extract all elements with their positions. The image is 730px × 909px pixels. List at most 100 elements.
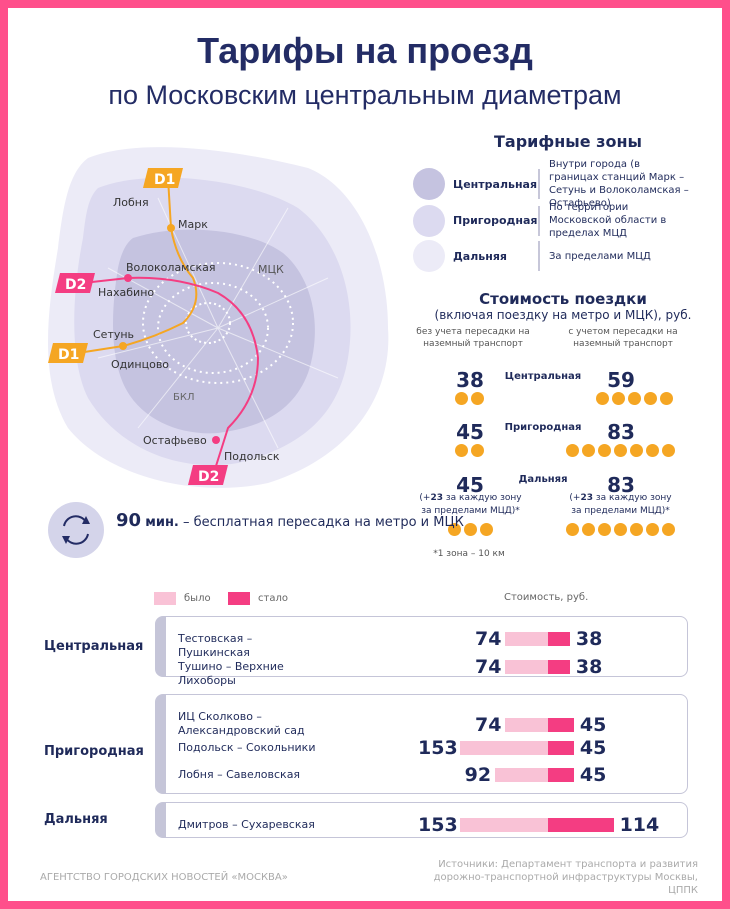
- zone-suburban-swatch: [413, 204, 445, 237]
- agency-credit: АГЕНТСТВО ГОРОДСКИХ НОВОСТЕЙ «МОСКВА»: [40, 872, 288, 883]
- refresh-arc-top: [63, 515, 87, 527]
- zone-far: Дальняя За пределами МЦД: [413, 240, 689, 272]
- route-name: ИЦ Сколково – Александровский сад: [178, 710, 305, 737]
- coin-icon: [582, 523, 595, 536]
- coin-icon: [646, 523, 659, 536]
- bar-new: [548, 768, 574, 782]
- map-label: Лобня: [113, 196, 149, 209]
- bar-new: [548, 818, 614, 832]
- legend-now: стало: [228, 592, 288, 605]
- dots-far-right: [566, 523, 675, 536]
- station-dot: [212, 436, 220, 444]
- mcd-map: Лобня Марк Волоколамская Нахабино МЦК Се…: [48, 147, 389, 488]
- d1-line: [77, 177, 198, 354]
- price-central-right: 59: [607, 368, 635, 392]
- bar-new: [548, 660, 570, 674]
- new-value: 38: [575, 656, 603, 678]
- price-suburban-left: 45: [456, 420, 484, 444]
- coin-icon: [644, 392, 657, 405]
- transfer-unit: мин.: [145, 515, 179, 530]
- dots-suburban-left: [455, 444, 484, 457]
- zone-central-swatch: [413, 168, 445, 200]
- new-value: 45: [579, 764, 607, 786]
- coin-icon: [455, 392, 468, 405]
- dots-suburban-right: [566, 444, 675, 457]
- zone-far-swatch: [413, 240, 445, 272]
- new-value: 38: [575, 628, 603, 650]
- old-value: 74: [474, 714, 502, 736]
- map-label: Одинцово: [111, 358, 169, 371]
- new-value: 114: [619, 814, 660, 836]
- map-label: Подольск: [224, 450, 280, 463]
- zone-label: Пригородная: [504, 422, 582, 433]
- d2-line: [82, 276, 260, 467]
- extra-suffix: за каждую зону за пределами МЦД)*: [421, 493, 522, 516]
- coin-icon: [614, 444, 627, 457]
- coin-icon: [582, 444, 595, 457]
- group-box-bar: [156, 695, 166, 793]
- bar-old: [495, 768, 548, 782]
- footnote: *1 зона – 10 км: [433, 549, 505, 559]
- coin-icon: [480, 523, 493, 536]
- bar-old: [505, 718, 548, 732]
- col-head-right: с учетом пересадки на наземный транспорт: [568, 327, 678, 349]
- coin-icon: [612, 392, 625, 405]
- coin-icon: [471, 444, 484, 457]
- zone-name: Пригородная: [453, 214, 538, 227]
- bkl-ring: [157, 282, 269, 374]
- d2-badge-bottom: [188, 465, 228, 485]
- old-value: 74: [474, 628, 502, 650]
- route-name: Тушино – Верхние Лихоборы: [178, 660, 284, 687]
- refresh-arrowhead-bottom: [62, 536, 70, 544]
- coin-icon: [628, 392, 641, 405]
- new-value: 45: [579, 714, 607, 736]
- coin-icon: [464, 523, 477, 536]
- map-label: МЦК: [258, 263, 284, 276]
- coin-icon: [455, 444, 468, 457]
- transfer-icon: [48, 502, 104, 558]
- axis-label: Стоимость, руб.: [504, 592, 588, 603]
- zone-divider: [538, 241, 540, 271]
- station-dot: [167, 224, 175, 232]
- d1-badge-top: [143, 168, 183, 188]
- d2-badge-bottom-text: D2: [198, 469, 219, 485]
- legend-was-label: было: [184, 593, 211, 604]
- page-subtitle: по Московским центральным диаметрам: [108, 80, 622, 110]
- coin-icon: [662, 444, 675, 457]
- zone-name: Дальняя: [453, 249, 507, 263]
- extra-value: 23: [580, 493, 593, 503]
- dots-central-left: [455, 392, 484, 405]
- coin-icon: [614, 523, 627, 536]
- legend-was-swatch: [154, 592, 176, 605]
- map-label: Волоколамская: [126, 261, 216, 274]
- d2-badge-top-text: D2: [65, 277, 86, 293]
- refresh-arrowhead-top: [82, 516, 90, 524]
- coin-icon: [662, 523, 675, 536]
- route-name: Дмитров – Сухаревская: [178, 818, 315, 831]
- group-label-far: Дальняя: [44, 812, 108, 827]
- group-label-central: Центральная: [44, 639, 144, 654]
- bar-old: [460, 741, 548, 755]
- zone-label: Дальняя: [518, 474, 568, 485]
- map-label: Остафьево: [143, 434, 207, 447]
- group-box-bar: [156, 617, 166, 676]
- zone-name: Центральная: [453, 177, 538, 191]
- bar-new: [548, 718, 574, 732]
- coin-icon: [630, 444, 643, 457]
- old-value: 74: [474, 656, 502, 678]
- map-label: Марк: [178, 218, 208, 231]
- coin-icon: [598, 444, 611, 457]
- price-far-left: 45: [456, 473, 484, 497]
- extra-prefix: (+: [569, 493, 581, 503]
- old-value: 153: [418, 814, 458, 836]
- refresh-arc-bottom: [65, 533, 89, 545]
- d2-badge-top: [55, 273, 95, 293]
- station-dot: [119, 342, 127, 350]
- bar-new: [548, 632, 570, 646]
- coin-icon: [646, 444, 659, 457]
- price-central-left: 38: [456, 368, 484, 392]
- transfer-minutes: 90: [116, 510, 142, 531]
- extra-note-left: (+23 за каждую зону за пределами МЦД)*: [418, 492, 523, 518]
- dots-central-right: [596, 392, 673, 405]
- coin-icon: [566, 523, 579, 536]
